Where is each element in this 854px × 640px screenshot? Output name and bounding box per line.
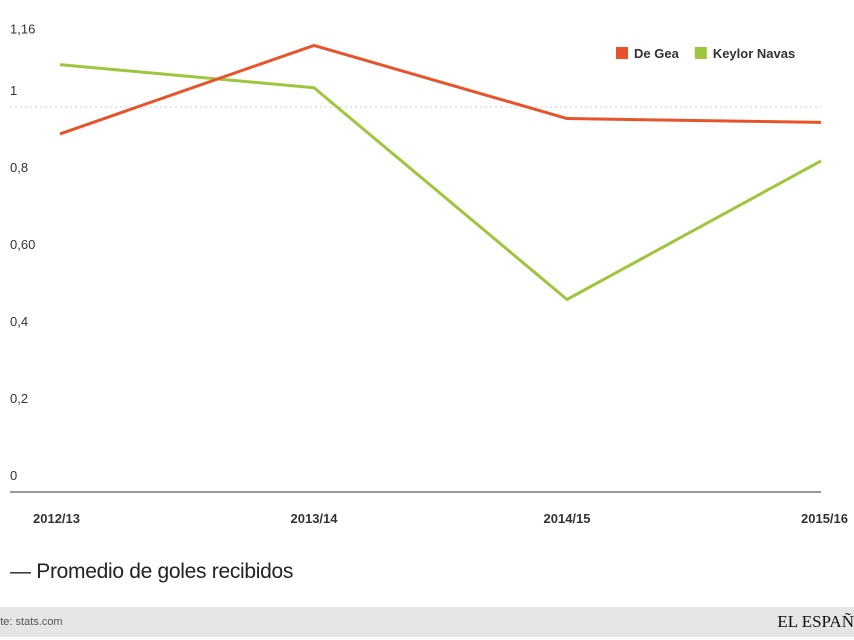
line-chart: 0 0,2 0,4 0,60 0,8 1 1,16 2012/13 2013/14 2014/15…	[10, 21, 848, 526]
y-tick-label: 1,16	[10, 21, 35, 36]
y-tick-label: 0,4	[10, 314, 28, 329]
y-tick-label: 1	[10, 83, 17, 98]
chart-subtitle: — Promedio de goles recibidos	[10, 560, 294, 583]
x-tick-label: 2015/16	[801, 511, 848, 526]
series-line-de-gea	[59, 43, 822, 136]
legend-label: De Gea	[634, 46, 680, 61]
series-line-keylor-navas	[59, 63, 822, 301]
y-tick-label: 0	[10, 468, 17, 483]
x-tick-label: 2013/14	[291, 511, 339, 526]
y-tick-label: 0,60	[10, 237, 35, 252]
source-text: ente: stats.com	[0, 616, 63, 628]
y-tick-label: 0,2	[10, 391, 28, 406]
legend-swatch	[616, 47, 628, 59]
x-tick-label: 2014/15	[544, 511, 591, 526]
y-tick-label: 0,8	[10, 160, 28, 175]
legend-swatch	[694, 47, 707, 59]
x-tick-label: 2012/13	[33, 511, 80, 526]
legend-label: Keylor Navas	[713, 46, 795, 61]
publisher-logo: EL ESPAÑ	[777, 612, 854, 631]
footer-bar: ente: stats.com EL ESPAÑ	[0, 607, 854, 637]
